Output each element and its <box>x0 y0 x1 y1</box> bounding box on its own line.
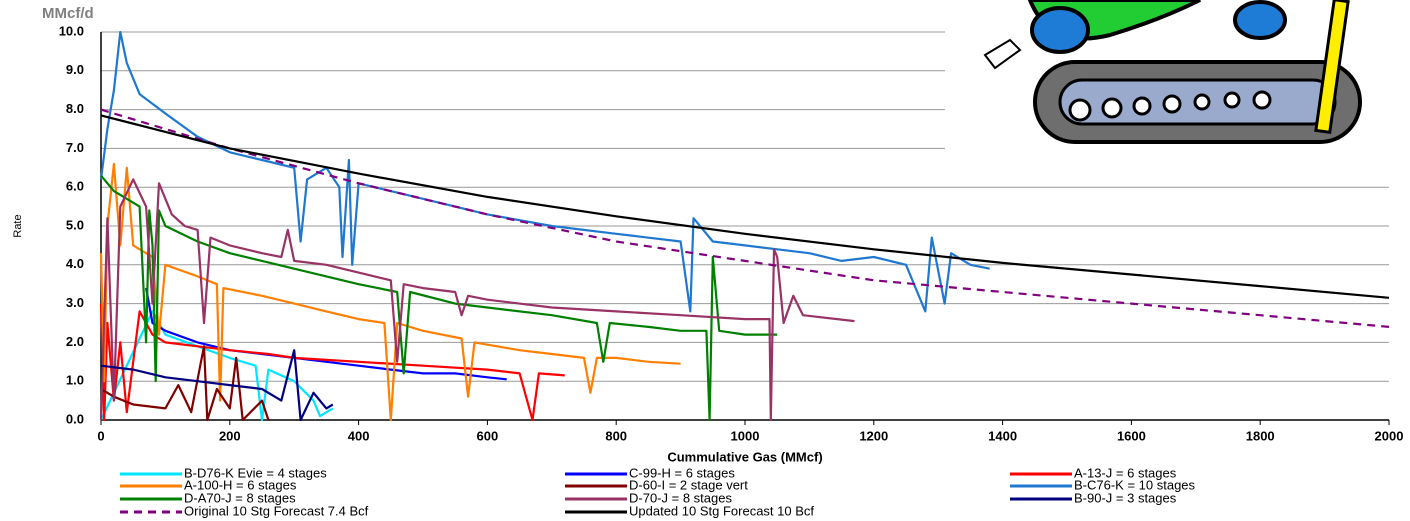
x-axis-label: Cummulative Gas (MMcf) <box>667 449 822 464</box>
y-tick-label: 9.0 <box>66 62 84 77</box>
x-tick-label: 1200 <box>859 428 888 443</box>
page: MMcf/d Rate Cummulative Gas (MMcf) 0.0 1.… <box>0 0 1410 521</box>
y-tick-label: 6.0 <box>66 179 84 194</box>
x-tick-label: 400 <box>348 428 370 443</box>
series-line <box>101 32 990 311</box>
y-tick-label: 10.0 <box>59 23 84 38</box>
x-tick-label: 1800 <box>1246 428 1275 443</box>
x-tick-label: 200 <box>219 428 241 443</box>
x-tick-label: 1000 <box>731 428 760 443</box>
x-tick-label: 1400 <box>988 428 1017 443</box>
y-tick-label: 2.0 <box>66 334 84 349</box>
x-tick-label: 2000 <box>1375 428 1404 443</box>
y-tick-label: 1.0 <box>66 373 84 388</box>
y-tick-label: 3.0 <box>66 295 84 310</box>
x-tick-label: 1600 <box>1117 428 1146 443</box>
legend-label: Original 10 Stg Forecast 7.4 Bcf <box>184 503 369 518</box>
series-line <box>101 350 333 420</box>
y-tick-label: 4.0 <box>66 256 84 271</box>
y-tick-label: 8.0 <box>66 101 84 116</box>
y-tick-label: 7.0 <box>66 140 84 155</box>
cartoon <box>945 0 1410 152</box>
x-tick-label: 800 <box>605 428 627 443</box>
chart: MMcf/d Rate Cummulative Gas (MMcf) 0.0 1.… <box>0 0 1410 521</box>
y-tick-label: 0.0 <box>66 411 84 426</box>
legend-label: B-90-J = 3 stages <box>1074 490 1177 505</box>
y-tick-label: 5.0 <box>66 217 84 232</box>
x-tick-label: 0 <box>97 428 104 443</box>
chart-title: MMcf/d <box>42 5 94 22</box>
x-tick-label: 600 <box>477 428 499 443</box>
y-axis-label: Rate <box>12 214 24 237</box>
legend-label: Updated 10 Stg Forecast 10 Bcf <box>629 503 814 518</box>
